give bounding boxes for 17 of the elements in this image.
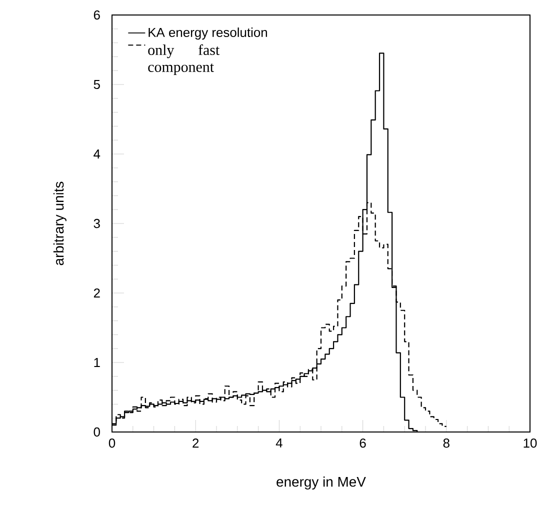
y-tick-label: 3: [94, 218, 100, 228]
y-axis-title: arbitrary units: [53, 182, 66, 266]
y-tick-label: 5: [94, 80, 100, 90]
x-axis-title: energy in MeV: [276, 476, 366, 490]
y-tick-label: 6: [94, 10, 100, 20]
y-tick-label: 4: [94, 150, 100, 158]
x-tick-label: 0: [108, 438, 116, 448]
x-tick-label: 10: [524, 438, 537, 448]
x-tick-label: 6: [360, 438, 366, 448]
x-tick-label: 4: [276, 438, 282, 448]
y-tick-label: 0: [94, 427, 100, 437]
legend-label: only fast component: [148, 44, 220, 76]
legend-label: KA energy resolution: [148, 28, 267, 40]
x-tick-label: 8: [443, 438, 450, 448]
x-tick-label: 2: [192, 438, 199, 448]
y-tick-label: 2: [94, 288, 100, 298]
y-tick-label: 1: [94, 358, 100, 367]
